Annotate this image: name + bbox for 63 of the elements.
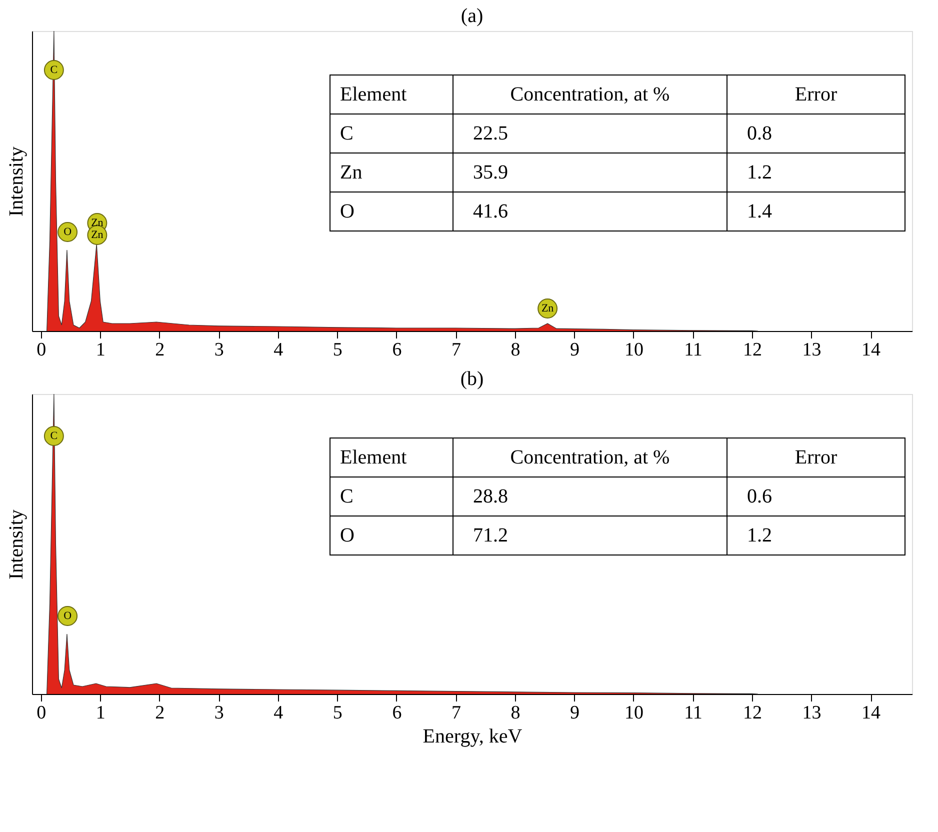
chart-title: (a): [460, 4, 484, 27]
y-axis-title: Intensity: [6, 146, 28, 216]
annotation: Error: [794, 84, 838, 106]
annotation: C: [50, 64, 58, 76]
x-tick-label: 14: [862, 702, 882, 724]
chart-title: (b): [460, 368, 484, 390]
annotation: 0.8: [747, 122, 772, 144]
annotation: 28.8: [473, 486, 508, 508]
x-tick-label: 6: [392, 702, 402, 724]
x-tick-label: 2: [155, 702, 165, 724]
x-tick-label: 9: [570, 702, 580, 724]
annotation: C: [340, 122, 354, 144]
x-axis-title: Energy, keV: [422, 726, 523, 748]
annotation: C: [340, 486, 354, 508]
annotation: Zn: [340, 162, 362, 184]
x-tick-label: 7: [451, 340, 461, 360]
x-tick-label: 4: [274, 702, 284, 724]
x-tick-label: 9: [570, 340, 580, 360]
x-tick-label: 0: [36, 340, 46, 360]
annotation: 71.2: [473, 524, 508, 546]
x-tick-label: 1: [96, 702, 106, 724]
annotation: Concentration, at %: [510, 84, 670, 106]
annotation: Zn: [541, 302, 554, 314]
annotation: 1.2: [747, 524, 772, 546]
x-tick-label: 8: [510, 702, 520, 724]
annotation: Element: [340, 84, 408, 106]
annotation: 0.6: [747, 486, 772, 508]
x-tick-label: 12: [743, 702, 762, 724]
x-tick-label: 10: [624, 340, 644, 360]
x-tick-label: 10: [624, 702, 644, 724]
annotation: C: [50, 430, 58, 442]
annotation: 1.2: [747, 162, 772, 184]
annotation: O: [64, 610, 72, 622]
x-tick-label: 2: [155, 340, 165, 360]
annotation: O: [64, 226, 72, 238]
x-tick-label: 14: [862, 340, 882, 360]
x-tick-label: 7: [451, 702, 461, 724]
annotation: Zn: [91, 229, 104, 241]
x-tick-label: 3: [214, 702, 224, 724]
x-tick-label: 11: [684, 340, 702, 360]
annotation: Element: [340, 446, 408, 468]
annotation: O: [340, 200, 354, 222]
y-axis-title: Intensity: [6, 510, 28, 580]
x-tick-label: 5: [332, 340, 342, 360]
annotation: O: [340, 524, 354, 546]
x-tick-label: 13: [802, 340, 822, 360]
annotation: 35.9: [473, 162, 508, 184]
annotation: Concentration, at %: [510, 446, 670, 468]
x-tick-label: 6: [392, 340, 402, 360]
x-tick-label: 12: [743, 340, 762, 360]
x-tick-label: 4: [274, 340, 284, 360]
x-tick-label: 8: [510, 340, 520, 360]
x-tick-label: 3: [214, 340, 224, 360]
x-tick-label: 5: [332, 702, 342, 724]
x-tick-label: 11: [684, 702, 702, 724]
x-tick-label: 0: [36, 702, 46, 724]
annotation: 22.5: [473, 122, 508, 144]
annotation: Error: [794, 446, 838, 468]
x-tick-label: 13: [802, 702, 822, 724]
annotation: 41.6: [473, 200, 508, 222]
annotation: 1.4: [747, 200, 772, 222]
annotation: Zn: [91, 217, 104, 229]
x-tick-label: 1: [96, 340, 106, 360]
